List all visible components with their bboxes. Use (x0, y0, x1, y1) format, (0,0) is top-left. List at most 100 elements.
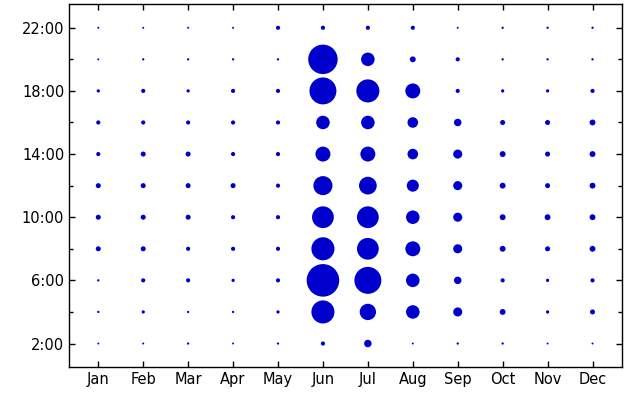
Point (543, 246, 553, 252)
Point (94, 119, 104, 126)
Point (138, 246, 148, 252)
Point (273, 246, 283, 252)
Point (94, 246, 104, 252)
Point (138, 24, 148, 31)
Point (94, 214, 104, 220)
Point (543, 182, 553, 189)
Point (543, 277, 553, 284)
Point (318, 151, 328, 157)
Point (543, 151, 553, 157)
Point (228, 340, 238, 347)
Point (408, 214, 418, 220)
Point (273, 119, 283, 126)
Point (138, 182, 148, 189)
Point (228, 24, 238, 31)
Point (183, 88, 193, 94)
Point (453, 214, 463, 220)
Point (273, 88, 283, 94)
Point (273, 309, 283, 315)
Point (183, 214, 193, 220)
Point (228, 246, 238, 252)
Point (273, 214, 283, 220)
Point (138, 309, 148, 315)
Point (587, 246, 597, 252)
Point (587, 24, 597, 31)
Point (497, 340, 507, 347)
Point (543, 56, 553, 62)
Point (94, 56, 104, 62)
Point (587, 277, 597, 284)
Point (587, 309, 597, 315)
Point (273, 277, 283, 284)
Point (363, 214, 373, 220)
Point (318, 277, 328, 284)
Point (497, 309, 507, 315)
Point (408, 182, 418, 189)
Point (363, 56, 373, 62)
Point (543, 24, 553, 31)
Point (587, 88, 597, 94)
Point (543, 214, 553, 220)
Point (138, 277, 148, 284)
Point (408, 88, 418, 94)
Point (497, 214, 507, 220)
Point (183, 56, 193, 62)
Point (543, 88, 553, 94)
Point (453, 24, 463, 31)
Point (497, 88, 507, 94)
Point (94, 340, 104, 347)
Point (94, 24, 104, 31)
Point (228, 309, 238, 315)
Point (183, 277, 193, 284)
Point (408, 151, 418, 157)
Point (138, 151, 148, 157)
Point (453, 88, 463, 94)
Point (363, 119, 373, 126)
Point (94, 182, 104, 189)
Point (318, 214, 328, 220)
Point (183, 309, 193, 315)
Point (183, 246, 193, 252)
Point (363, 24, 373, 31)
Point (453, 56, 463, 62)
Point (183, 340, 193, 347)
Point (363, 182, 373, 189)
Point (273, 340, 283, 347)
Point (453, 246, 463, 252)
Point (543, 119, 553, 126)
Point (497, 119, 507, 126)
Point (497, 246, 507, 252)
Point (408, 24, 418, 31)
Point (408, 277, 418, 284)
Point (138, 88, 148, 94)
Point (273, 56, 283, 62)
Point (587, 151, 597, 157)
Point (228, 151, 238, 157)
Point (318, 88, 328, 94)
Point (228, 56, 238, 62)
Point (408, 246, 418, 252)
Point (228, 214, 238, 220)
Point (318, 309, 328, 315)
Point (408, 309, 418, 315)
Point (543, 309, 553, 315)
Point (318, 56, 328, 62)
Point (94, 151, 104, 157)
Point (228, 182, 238, 189)
Point (497, 151, 507, 157)
Point (318, 182, 328, 189)
Point (183, 151, 193, 157)
Point (587, 182, 597, 189)
Point (497, 182, 507, 189)
Point (94, 277, 104, 284)
Point (183, 119, 193, 126)
Point (138, 214, 148, 220)
Point (587, 56, 597, 62)
Point (318, 246, 328, 252)
Point (138, 340, 148, 347)
Point (408, 340, 418, 347)
Point (363, 88, 373, 94)
Point (408, 56, 418, 62)
Point (363, 246, 373, 252)
Point (497, 24, 507, 31)
